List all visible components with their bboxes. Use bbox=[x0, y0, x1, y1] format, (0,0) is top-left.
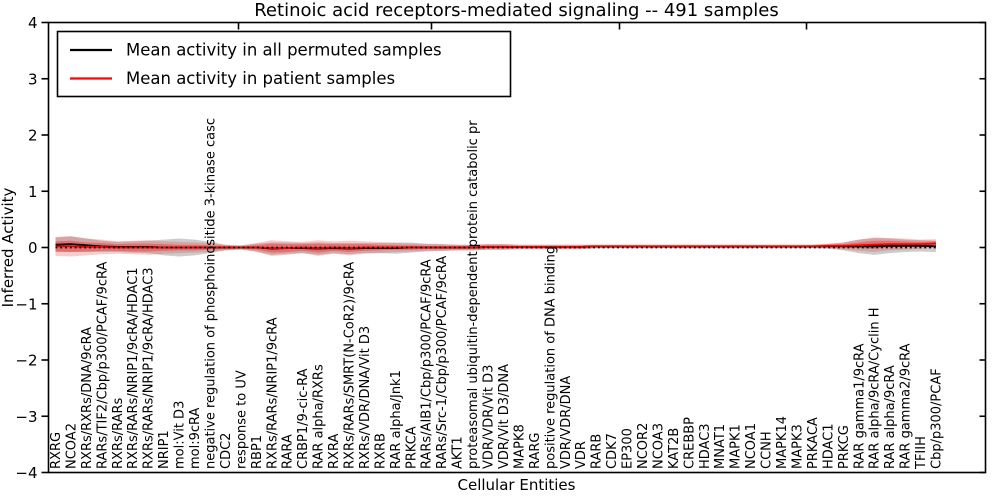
x-category-label: RAR alpha/RXRs bbox=[312, 364, 327, 469]
x-axis-label: Cellular Entities bbox=[458, 476, 576, 494]
x-category-label: NCOA1 bbox=[744, 423, 759, 469]
x-category-label: RXRA bbox=[327, 434, 342, 469]
x-category-label: EP300 bbox=[621, 428, 636, 469]
x-category-label: RARG bbox=[528, 432, 543, 469]
y-tick-label: 2 bbox=[28, 127, 38, 145]
x-category-label: RARA bbox=[281, 434, 296, 469]
legend: Mean activity in all permuted samples Me… bbox=[56, 30, 512, 98]
chart-plot-layer: 4 3 2 1 0 −1 −2 −3 −4 RXRG NCOA2 RXRs/RXRs/DNA/9cRA… bbox=[15, 14, 987, 482]
x-category-label: AKT1 bbox=[451, 436, 466, 469]
x-category-label: RXRG bbox=[49, 432, 64, 469]
x-category-label: VDR/Vit D3/DNA bbox=[497, 364, 512, 469]
x-category-label: RXRs/RARs bbox=[111, 397, 126, 469]
y-tick-label: 0 bbox=[28, 239, 38, 257]
y-tick-label: −1 bbox=[15, 295, 37, 313]
y-tick-label: 4 bbox=[28, 14, 38, 32]
legend-box bbox=[56, 30, 512, 98]
y-axis-label: Inferred Activity bbox=[0, 187, 17, 307]
x-category-label: CREBBP bbox=[682, 417, 697, 469]
x-category-label: CRBP1/9-cic-RA bbox=[296, 368, 311, 469]
x-category-label: RXRs/RXRs/DNA/9cRA bbox=[80, 327, 95, 469]
x-category-label: mol:9cRA bbox=[188, 407, 203, 469]
x-category-label: RXRs/RARs/NRIP1/9cRA bbox=[265, 317, 280, 469]
x-category-label: VDR bbox=[574, 441, 589, 469]
x-category-label: RAR gamma1/9cRA bbox=[852, 343, 867, 469]
y-tick-label: 3 bbox=[28, 70, 38, 88]
y-tick-label: −3 bbox=[15, 408, 37, 426]
x-category-label: positive regulation of DNA binding bbox=[543, 246, 558, 469]
x-category-label: RXRB bbox=[373, 433, 388, 469]
x-category-label: RARs/TIF2/Cbp/p300/PCAF/9cRA bbox=[95, 262, 110, 469]
x-category-label: RXRs/RARs/NRIP1/9cRA/HDAC3 bbox=[142, 267, 157, 469]
x-category-label: CCNH bbox=[760, 431, 775, 469]
x-category-label: RAR alpha/9cRA bbox=[883, 365, 898, 469]
x-category-label: PRKCG bbox=[837, 425, 852, 469]
x-category-label: TFIIH bbox=[914, 436, 929, 470]
x-category-label: negative regulation of phosphoinositide … bbox=[203, 118, 218, 469]
x-category-label: MAPK14 bbox=[775, 416, 790, 469]
x-category-label: NRIP1 bbox=[157, 430, 172, 469]
x-category-label: RXRs/RARs/NRIP1/9cRA/HDAC1 bbox=[126, 267, 141, 469]
x-category-label: CDK7 bbox=[605, 433, 620, 469]
x-category-label: RARB bbox=[590, 434, 605, 469]
x-category-label: RXRs/RARs/SMRT(N-CoR2)/9cRA bbox=[343, 262, 358, 469]
x-category-label: MNAT1 bbox=[713, 424, 728, 469]
x-category-label: NCOR2 bbox=[636, 423, 651, 469]
x-category-label: CDC2 bbox=[219, 433, 234, 469]
x-category-label: RARs/AIB1/Cbp/p300/PCAF/9cRA bbox=[420, 259, 435, 469]
x-category-label: HDAC1 bbox=[821, 423, 836, 469]
x-category-label: RARs/Src-1/Cbp/p300/PCAF/9cRA bbox=[435, 256, 450, 469]
x-category-label: HDAC3 bbox=[698, 423, 713, 469]
x-category-label: RAR alpha/9cRA/Cyclin H bbox=[868, 308, 883, 469]
x-category-label: KAT2B bbox=[667, 428, 682, 469]
x-category-label: MAPK8 bbox=[512, 424, 527, 469]
legend-label-permuted: Mean activity in all permuted samples bbox=[126, 41, 442, 60]
x-category-label: Cbp/p300/PCAF bbox=[930, 368, 945, 469]
x-category-label: PRKCA bbox=[404, 426, 419, 469]
x-category-label: mol:Vit D3 bbox=[173, 401, 188, 469]
chart-title: Retinoic acid receptors-mediated signali… bbox=[254, 0, 779, 21]
y-tick-label: −4 bbox=[15, 464, 37, 482]
x-category-label: PRKACA bbox=[806, 417, 821, 469]
x-category-label: proteasomal ubiquitin-dependent protein … bbox=[466, 120, 481, 469]
patient-mean-line bbox=[55, 242, 937, 249]
y-tick-label: −2 bbox=[15, 352, 37, 370]
x-category-label: VDR/VDR/Vit D3 bbox=[482, 365, 497, 469]
x-category-label: MAPK3 bbox=[790, 424, 805, 469]
x-category-label: RAR gamma2/9cRA bbox=[899, 343, 914, 469]
x-category-label: response to UV bbox=[234, 370, 249, 469]
legend-label-patient: Mean activity in patient samples bbox=[126, 69, 395, 88]
x-category-label: RXRs/VDR/DNA/Vit D3 bbox=[358, 326, 373, 469]
x-category-label: RAR alpha/Jnk1 bbox=[389, 370, 404, 469]
x-category-label: MAPK1 bbox=[729, 424, 744, 469]
x-category-label: NCOA3 bbox=[651, 423, 666, 469]
x-category-label: RBP1 bbox=[250, 435, 265, 469]
x-category-label: VDR/VDR/DNA bbox=[559, 376, 574, 469]
y-tick-label: 1 bbox=[28, 183, 38, 201]
x-category-label: NCOA2 bbox=[64, 423, 79, 469]
